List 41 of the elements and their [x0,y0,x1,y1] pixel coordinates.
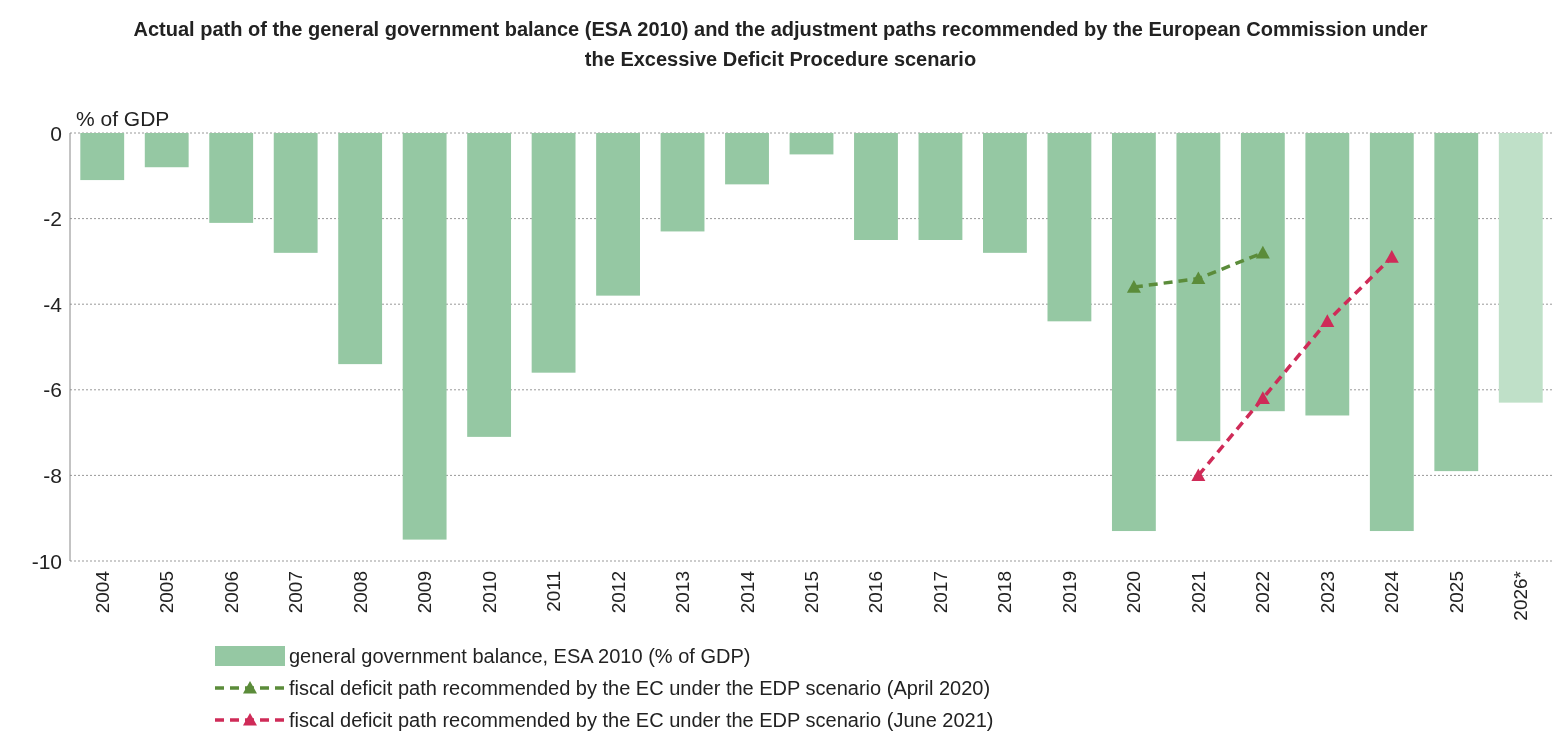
x-tick-label: 2014 [736,570,758,614]
x-tick-label: 2019 [1058,571,1080,614]
y-axis-title: % of GDP [76,107,170,130]
point [1126,280,1141,293]
x-tick-label: 2026* [1510,570,1532,621]
point [1255,245,1270,259]
x-tick-label: 2008 [349,571,371,614]
x-tick-label: 2018 [994,571,1016,614]
x-tick-label: 2016 [865,571,887,614]
x-tick-label: 2010 [478,571,500,614]
x-tick-label: 2004 [91,570,113,614]
x-tick-label: 2023 [1316,571,1338,614]
x-tick-label: 2013 [672,571,694,614]
x-tick-label: 2020 [1123,571,1145,614]
x-tick-label: 2005 [156,571,178,614]
x-tick-label: 2012 [607,571,629,614]
y-tick-label: -4 [43,292,63,316]
y-tick-label: -10 [31,549,62,573]
y-tick-label: -2 [43,207,62,231]
y-tick-label: 0 [50,121,62,145]
point [1255,391,1270,404]
x-tick-label: 2017 [929,571,951,614]
x-tick-label: 2011 [543,571,565,612]
y-tick-label: -8 [43,463,62,487]
legend-label: fiscal deficit path recommended by the EC under the EDP scenario (June 2021) [289,709,994,731]
chart-title: Actual path of the general government balance (ESA 2010) and the adjustment paths recommended by the European Commission under the Excessive Deficit Procedure scenario [133,18,1428,70]
point [1320,314,1335,327]
point [1384,250,1399,263]
x-tick-label: 2025 [1445,571,1467,614]
x-tick-label: 2024 [1381,570,1403,614]
y-tick-label: -6 [43,378,62,402]
point [1191,468,1206,481]
point [1191,271,1206,285]
x-tick-label: 2015 [801,571,822,614]
x-tick-label: 2021 [1187,571,1209,614]
x-tick-label: 2009 [414,571,436,614]
legend-label: general government balance, ESA 2010 (% of GDP) [289,645,751,667]
x-tick-label: 2007 [285,571,307,614]
x-tick-label: 2022 [1252,571,1274,614]
x-tick-label: 2006 [220,571,242,614]
legend-label: fiscal deficit path recommended by the EC under the EDP scenario (April 2020) [289,677,991,699]
